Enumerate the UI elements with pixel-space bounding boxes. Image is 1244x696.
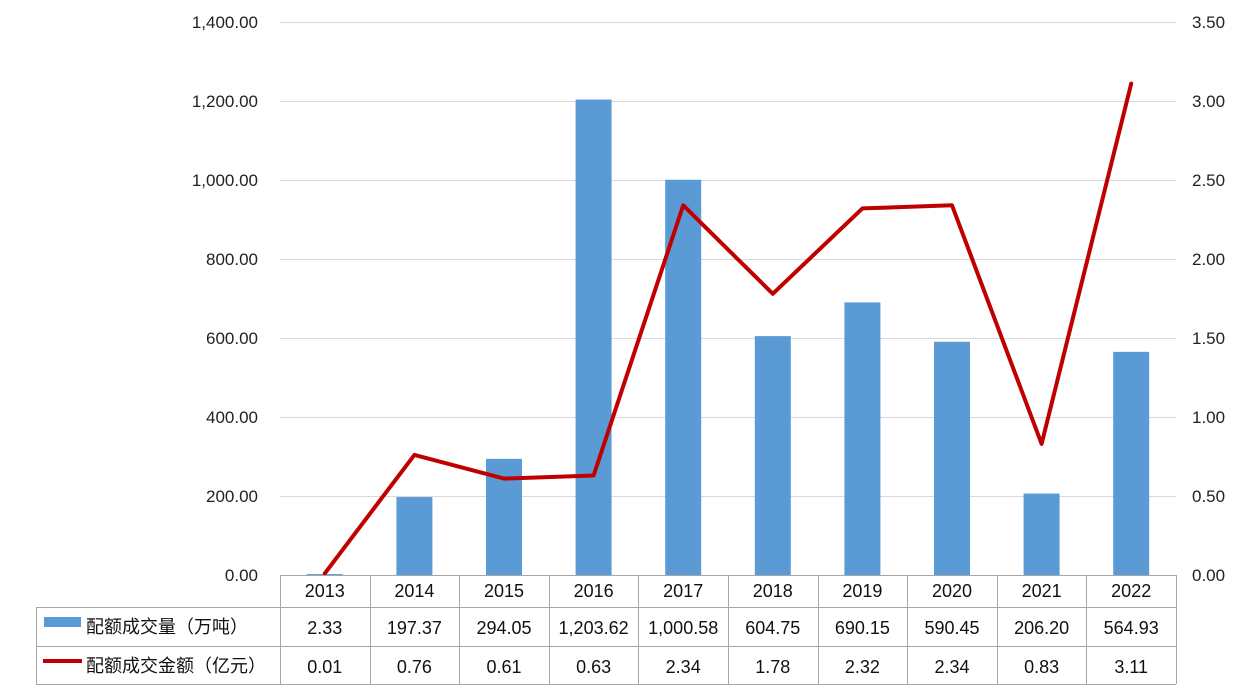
- category-label: 2017: [663, 581, 703, 601]
- data-label-amount: 2.34: [666, 657, 701, 677]
- line-series: [322, 81, 1134, 576]
- data-label-volume: 2.33: [307, 618, 342, 638]
- category-label: 2013: [305, 581, 345, 601]
- right-tick-label: 3.50: [1192, 13, 1225, 32]
- left-tick-label: 600.00: [206, 329, 258, 348]
- right-tick-label: 2.50: [1192, 171, 1225, 190]
- legend-swatch-bar: [44, 617, 81, 627]
- data-label-amount: 0.01: [307, 657, 342, 677]
- category-label: 2019: [842, 581, 882, 601]
- left-tick-label: 1,400.00: [192, 13, 258, 32]
- legend-label-line: 配额成交金额（亿元）: [86, 656, 266, 677]
- legend-label-bar: 配额成交量（万吨）: [86, 617, 248, 638]
- bar: [754, 336, 791, 575]
- data-label-amount: 1.78: [755, 657, 790, 677]
- data-label-volume: 564.93: [1104, 618, 1159, 638]
- left-tick-label: 400.00: [206, 408, 258, 427]
- category-label: 2020: [932, 581, 972, 601]
- data-label-volume: 206.20: [1014, 618, 1069, 638]
- right-tick-label: 1.50: [1192, 329, 1225, 348]
- category-label: 2014: [394, 581, 434, 601]
- left-tick-label: 0.00: [225, 566, 258, 585]
- category-label: 2016: [574, 581, 614, 601]
- category-label: 2015: [484, 581, 524, 601]
- category-label: 2022: [1111, 581, 1151, 601]
- bar: [844, 302, 881, 575]
- data-label-volume: 690.15: [835, 618, 890, 638]
- left-y-axis: 0.00 200.00 400.00 600.00 800.00 1,000.00 1,20…: [192, 13, 258, 585]
- bar-series: [306, 99, 1150, 575]
- data-label-amount: 0.63: [576, 657, 611, 677]
- bar: [1113, 351, 1150, 575]
- data-label-amount: 0.83: [1024, 657, 1059, 677]
- data-label-amount: 2.32: [845, 657, 880, 677]
- line-path: [322, 81, 1134, 576]
- left-tick-label: 1,000.00: [192, 171, 258, 190]
- bar: [396, 497, 433, 575]
- data-label-volume: 1,203.62: [559, 618, 629, 638]
- bar: [934, 341, 970, 575]
- category-label: 2018: [753, 581, 793, 601]
- category-label: 2021: [1022, 581, 1062, 601]
- data-label-amount: 0.61: [486, 657, 521, 677]
- right-tick-label: 0.50: [1192, 487, 1225, 506]
- right-tick-label: 3.00: [1192, 92, 1225, 111]
- right-tick-label: 0.00: [1192, 566, 1225, 585]
- data-label-amount: 3.11: [1114, 657, 1148, 677]
- data-table: 2013 2014 2015 2016 2017 2018 2019 2020 2021 2022…: [36, 575, 1177, 685]
- right-tick-label: 2.00: [1192, 250, 1225, 269]
- data-label-amount: 0.76: [397, 657, 432, 677]
- bar: [1023, 493, 1060, 575]
- data-label-volume: 294.05: [476, 618, 531, 638]
- data-label-volume: 1,000.58: [648, 618, 718, 638]
- left-tick-label: 200.00: [206, 487, 258, 506]
- left-tick-label: 800.00: [206, 250, 258, 269]
- right-y-axis: 0.00 0.50 1.00 1.50 2.00 2.50 3.00 3.50: [1192, 13, 1225, 585]
- data-label-volume: 604.75: [745, 618, 800, 638]
- left-tick-label: 1,200.00: [192, 92, 258, 111]
- data-label-volume: 590.45: [924, 618, 979, 638]
- bar: [575, 99, 612, 575]
- right-tick-label: 1.00: [1192, 408, 1225, 427]
- gridlines: [280, 22, 1176, 497]
- data-label-volume: 197.37: [387, 618, 442, 638]
- data-label-amount: 2.34: [934, 657, 969, 677]
